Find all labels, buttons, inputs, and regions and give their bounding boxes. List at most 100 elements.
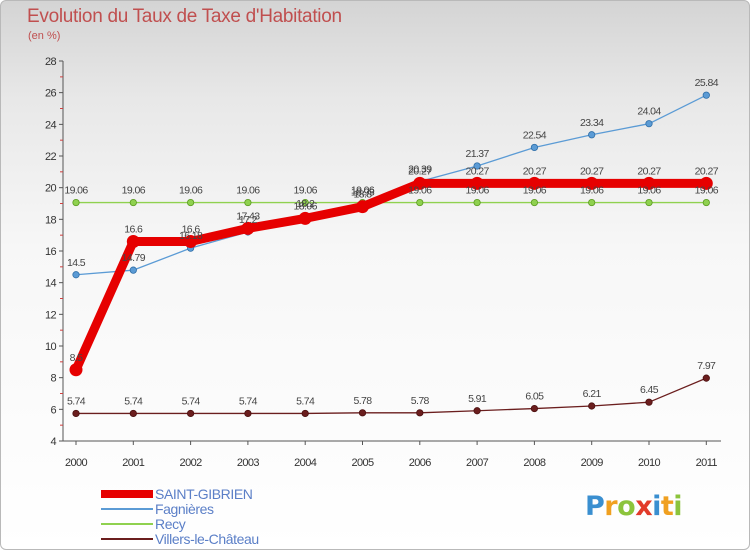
legend-label: Recy [155, 516, 186, 532]
data-point [187, 198, 195, 207]
data-point [413, 176, 427, 190]
x-tick-label: 2004 [294, 457, 317, 469]
data-label: 17.2 [239, 214, 258, 226]
data-label: 5.78 [411, 395, 430, 407]
data-point [530, 404, 539, 413]
data-point [702, 91, 710, 99]
data-label: 18.8 [353, 189, 372, 201]
data-point [184, 235, 198, 248]
legend-swatch [101, 508, 153, 510]
data-label: 19.06 [637, 185, 661, 197]
series-line-saint-gibrien [71, 178, 711, 375]
data-label: 19.06 [236, 185, 260, 197]
data-label: 19.06 [294, 185, 318, 197]
data-label: 20.27 [465, 165, 489, 177]
data-label: 5.74 [239, 395, 258, 407]
x-tick-label: 2008 [523, 457, 546, 469]
data-point [642, 176, 656, 190]
y-tick-label: 12 [45, 309, 57, 321]
y-tick-label: 20 [45, 183, 57, 195]
series-line-villers-le-ch-teau [75, 377, 707, 415]
data-point [588, 402, 596, 410]
data-label: 20.27 [408, 165, 432, 177]
data-point [69, 363, 83, 377]
data-point [473, 198, 481, 207]
chart-subtitle: (en %) [28, 30, 61, 42]
data-point [129, 266, 137, 274]
data-point [530, 143, 539, 152]
x-tick-label: 2009 [581, 457, 604, 469]
y-tick-label: 10 [45, 341, 57, 353]
data-point [244, 198, 252, 207]
x-tick-label: 2001 [122, 457, 145, 469]
legend-swatch [101, 523, 153, 525]
data-label: 22.54 [523, 129, 547, 141]
data-point [72, 271, 80, 279]
data-label: 19.06 [64, 185, 88, 197]
x-tick-label: 2005 [351, 457, 374, 469]
x-tick-label: 2011 [696, 457, 718, 469]
data-label: 19.06 [580, 185, 604, 197]
data-point [702, 374, 710, 382]
data-label: 19.06 [351, 185, 375, 197]
legend-label: Fagnières [155, 501, 214, 517]
x-tick-label: 2000 [65, 457, 88, 469]
data-label: 24.04 [637, 106, 661, 118]
data-label: 19.06 [465, 185, 489, 197]
data-label: 14.79 [122, 252, 146, 264]
data-label: 5.91 [468, 393, 487, 405]
data-point [244, 409, 252, 418]
legend-label: Villers-le-Château [155, 531, 259, 547]
y-tick-label: 16 [45, 246, 57, 258]
logo-letter: t [660, 491, 674, 522]
data-point [527, 176, 541, 190]
data-point [301, 198, 309, 207]
data-label: 5.74 [296, 395, 315, 407]
data-label: 18.06 [294, 200, 318, 212]
data-label: 7.97 [697, 360, 716, 372]
data-point [702, 198, 710, 207]
data-label: 19.06 [523, 185, 547, 197]
data-point [645, 398, 653, 406]
data-point [72, 409, 80, 418]
data-label: 5.74 [182, 395, 201, 407]
y-tick-label: 18 [45, 214, 57, 226]
legend-swatch [101, 538, 153, 540]
y-tick-label: 8 [50, 373, 56, 385]
y-tick-label: 26 [45, 88, 57, 100]
data-label: 21.37 [465, 148, 489, 160]
y-tick-label: 24 [45, 119, 57, 131]
data-point [129, 198, 137, 207]
data-point [585, 176, 599, 190]
logo-letter: x [635, 491, 653, 522]
data-point [645, 120, 653, 128]
data-point [129, 409, 137, 418]
data-label: 25.84 [695, 77, 719, 89]
logo-letter: P [585, 491, 605, 522]
data-label: 6.21 [583, 388, 602, 400]
data-point [699, 176, 713, 190]
data-label: 20.39 [408, 163, 432, 175]
y-tick-label: 14 [45, 278, 57, 290]
data-point [356, 200, 369, 214]
data-label: 23.34 [580, 117, 604, 129]
data-point [645, 198, 653, 207]
data-label: 5.74 [124, 395, 143, 407]
data-label: 6.45 [640, 384, 659, 396]
data-label: 18.93 [351, 187, 375, 199]
legend-swatch [101, 490, 153, 498]
data-point [298, 211, 312, 225]
logo-letter: r [604, 491, 618, 522]
x-tick-label: 2003 [237, 457, 260, 469]
data-label: 19.06 [179, 185, 203, 197]
chart-title: Evolution du Taux de Taxe d'Habitation [27, 6, 342, 27]
data-label: 5.78 [353, 395, 372, 407]
data-point [72, 198, 80, 207]
legend-label: SAINT-GIBRIEN [155, 486, 253, 502]
data-point [301, 409, 309, 418]
y-tick-label: 28 [45, 56, 57, 68]
data-point [588, 198, 596, 207]
x-tick-label: 2002 [180, 457, 203, 469]
logo-letter: o [617, 491, 636, 522]
